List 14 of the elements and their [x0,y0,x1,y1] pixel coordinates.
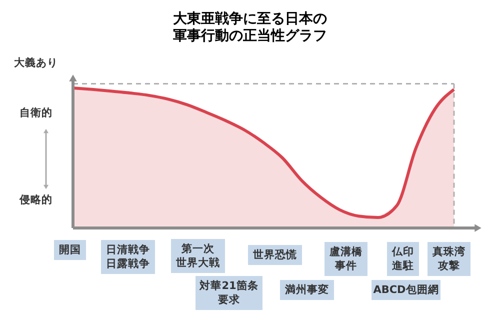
text: 自衛的 [20,106,52,119]
text: 第一次世界大戦 [175,242,220,269]
text: 世界恐慌 [252,248,297,261]
text: 盧溝橋事件 [328,245,364,272]
text: 対華21箇条要求 [198,279,258,306]
text: 真珠湾攻撃 [432,245,466,272]
text: 満州事変 [284,283,329,296]
text: ABCD包囲網 [373,283,439,296]
text: 侵略的 [18,193,52,206]
text: 開国 [59,244,81,256]
chart-title: 大東亜戦争に至る日本の軍事行動の正当性グラフ [173,11,327,44]
text: 仏印進駐 [391,245,414,272]
text: 大義あり [14,56,58,69]
text: 日清戦争日露戦争 [106,243,150,270]
